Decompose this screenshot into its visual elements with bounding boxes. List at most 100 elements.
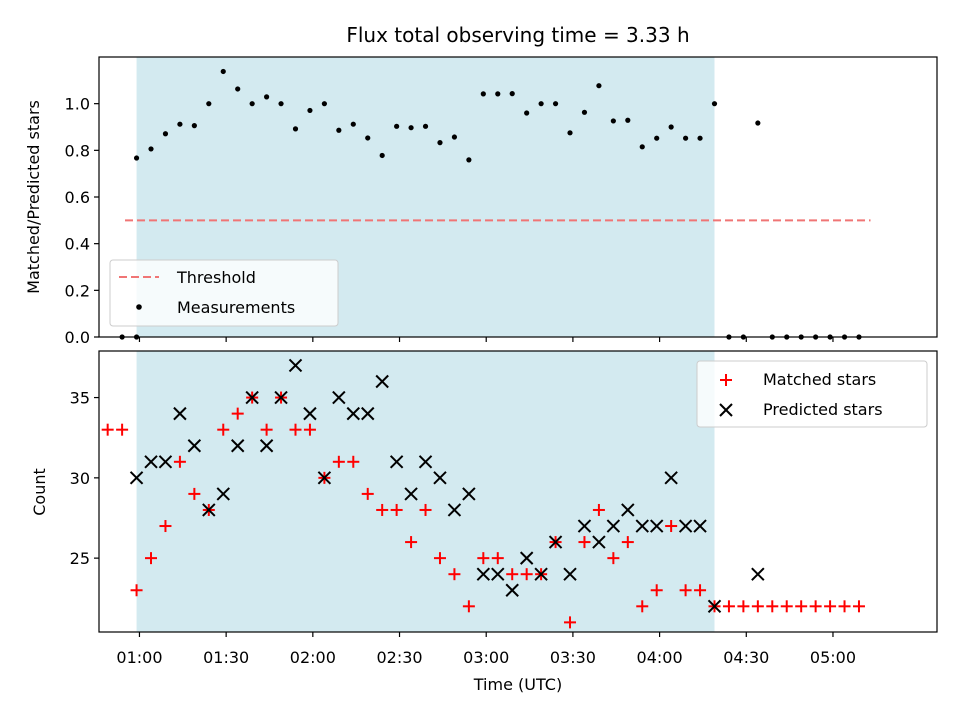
counts-y-ticks: 25 30 35 [70, 389, 99, 568]
matched-star-point [679, 584, 692, 597]
legend-matched-label: Matched stars [763, 370, 876, 389]
legend-measurements-label: Measurements [177, 298, 295, 317]
predicted-star-point [129, 471, 144, 485]
chart-title: Flux total observing time = 3.33 h [346, 23, 689, 47]
predicted-star-point [548, 535, 563, 549]
predicted-star-point [332, 390, 346, 405]
y-tick-label: 0.8 [65, 141, 90, 160]
ratio-y-ticks: 0.0 0.2 0.4 0.6 0.8 1.0 [65, 95, 99, 347]
matched-star-point [303, 423, 316, 436]
ratio-y-axis-label: Matched/Predicted stars [24, 100, 43, 294]
predicted-star-point [187, 439, 202, 453]
matched-star-point [621, 536, 634, 549]
matched-star-point [592, 503, 605, 516]
matched-star-point [665, 520, 678, 533]
measurement-point [177, 121, 183, 127]
predicted-star-point [606, 519, 621, 533]
legend-matched-swatch [720, 374, 732, 386]
predicted-star-point [202, 503, 216, 517]
legend-predicted-swatch [719, 403, 733, 417]
measurement-point [206, 101, 212, 107]
predicted-star-point [505, 583, 519, 597]
predicted-star-point [678, 519, 693, 533]
matched-star-point [289, 423, 302, 436]
predicted-star-point [649, 519, 664, 533]
predicted-star-point [317, 471, 332, 485]
x-tick-label: 04:30 [723, 648, 769, 667]
matched-star-point [809, 600, 822, 613]
matched-star-point [419, 503, 432, 516]
matched-star-point [405, 536, 418, 549]
predicted-star-point [476, 567, 491, 581]
matched-star-point [231, 407, 244, 420]
y-tick-label: 0.0 [65, 328, 90, 347]
matched-star-point [824, 600, 837, 613]
legend-threshold-label: Threshold [176, 268, 256, 287]
predicted-star-point [664, 471, 678, 485]
matched-star-point [332, 455, 345, 468]
measurement-point [379, 152, 385, 159]
measurement-point [538, 101, 544, 107]
predicted-star-point [621, 503, 635, 517]
predicted-star-point [288, 358, 303, 373]
matched-star-point [506, 568, 519, 581]
matched-star-point [188, 487, 201, 500]
measurement-point [552, 101, 559, 107]
matched-star-point [578, 536, 591, 549]
measurement-point [625, 117, 631, 123]
predicted-stars-series [129, 358, 765, 614]
measurement-point [654, 135, 660, 141]
measurement-point [668, 124, 674, 130]
predicted-star-point [303, 406, 317, 421]
x-tick-label: 04:00 [637, 648, 683, 667]
matched-star-point [361, 487, 374, 500]
measurement-point [394, 123, 400, 129]
measurement-point [336, 127, 342, 133]
matched-star-point [751, 600, 764, 613]
matched-star-point [694, 584, 707, 597]
ratio-legend: Threshold Measurements [109, 259, 339, 327]
y-tick-label: 0.2 [65, 281, 90, 300]
x-tick-label: 05:00 [810, 648, 856, 667]
matched-star-point [433, 552, 446, 565]
x-tick-label: 03:30 [550, 648, 596, 667]
measurement-point [422, 123, 429, 129]
matched-star-point [795, 600, 808, 613]
x-axis-label: Time (UTC) [473, 675, 562, 694]
matched-star-point [173, 455, 186, 468]
counts-shaded-interval [136, 351, 715, 632]
y-tick-label: 1.0 [65, 95, 90, 114]
measurement-point [235, 86, 241, 92]
matched-star-point [217, 423, 230, 436]
matched-star-point [520, 568, 533, 581]
matched-star-point [766, 600, 779, 613]
matched-star-point [347, 455, 360, 468]
legend-measurements-swatch [136, 304, 142, 310]
y-tick-label: 0.6 [65, 188, 90, 207]
matched-star-point [607, 552, 620, 565]
matched-star-point [462, 600, 475, 613]
x-tick-label: 02:00 [290, 648, 336, 667]
y-tick-label: 30 [70, 469, 90, 488]
predicted-star-point [635, 519, 649, 533]
predicted-star-point [230, 439, 245, 453]
matched-star-point [722, 600, 735, 613]
measurement-point [162, 131, 169, 137]
measurement-point [191, 123, 197, 129]
predicted-star-point [144, 455, 158, 469]
x-tick-label: 02:30 [376, 648, 422, 667]
measurement-point [495, 91, 501, 97]
matched-star-point [564, 616, 577, 629]
matched-star-point [159, 520, 172, 533]
measurement-point [451, 134, 458, 140]
measurement-point [639, 144, 645, 150]
measurement-point [133, 155, 140, 161]
predicted-star-point [274, 390, 288, 405]
predicted-star-point [433, 471, 447, 485]
matched-star-point [116, 423, 129, 436]
predicted-star-point [577, 519, 592, 533]
matched-star-point [260, 423, 273, 436]
y-tick-label: 35 [70, 389, 90, 408]
matched-star-point [636, 600, 649, 613]
matched-star-point [491, 552, 504, 565]
